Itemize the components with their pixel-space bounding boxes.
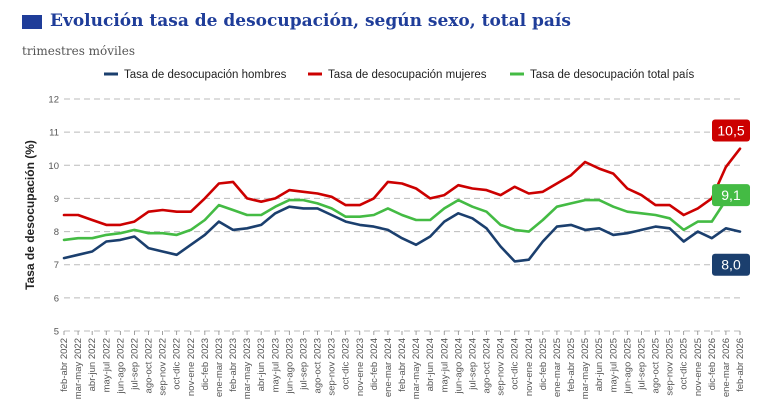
x-tick-label: dic-feb 2023 (200, 338, 211, 390)
y-tick-label: 5 (54, 327, 59, 338)
x-axis-ticks: feb-abr 2022 mar-may 2022 abr-jun 2022 may-… (59, 331, 746, 399)
x-tick-label: oct-dic 2025 (679, 338, 690, 390)
x-tick-label: jul-sep 2024 (467, 338, 478, 391)
chart-title: Evolución tasa de desocupación, según se… (50, 11, 571, 31)
y-tick-label: 12 (48, 95, 59, 106)
x-tick-label: nov-ene 2024 (524, 338, 535, 396)
x-tick-label: mar-may 2025 (580, 338, 591, 399)
y-tick-label: 11 (49, 128, 59, 139)
x-tick-label: oct-dic 2024 (510, 338, 521, 390)
series-lines (62, 147, 742, 263)
x-tick-label: mar-may 2023 (242, 338, 253, 399)
chart-subtitle: trimestres móviles (22, 44, 135, 58)
end-label-box-2 (712, 184, 750, 207)
x-tick-label: abr-jun 2024 (425, 338, 436, 391)
x-tick-label: feb-abr 2023 (228, 338, 239, 392)
x-tick-label: ago-oct 2025 (651, 338, 662, 393)
x-tick-label: jun-ago 2024 (453, 338, 464, 394)
series-line-0 (62, 205, 742, 263)
end-label-1: 10,5 (717, 122, 744, 138)
y-tick-label: 8 (54, 227, 59, 238)
legend-item-1: Tasa de desocupación mujeres (328, 69, 487, 81)
x-tick-label: jul-sep 2025 (636, 338, 647, 391)
series-line-2 (62, 193, 742, 242)
x-tick-label: dic-feb 2026 (707, 338, 718, 390)
x-tick-label: feb-abr 2024 (397, 338, 408, 392)
legend-item-2: Tasa de desocupación total país (530, 69, 695, 81)
x-tick-label: feb-abr 2026 (735, 338, 746, 392)
y-tick-label: 10 (48, 161, 59, 172)
x-tick-label: ene-mar 2026 (721, 338, 732, 397)
end-label-box-0 (712, 253, 750, 276)
x-tick-label: may-jul 2025 (608, 338, 619, 392)
y-tick-label: 6 (54, 293, 59, 304)
x-tick-label: ago-oct 2022 (144, 338, 155, 393)
x-tick-label: jul-sep 2023 (298, 338, 309, 391)
y-axis-ticks: 5 6 7 8 9 10 11 12 (48, 95, 59, 338)
legend: Tasa de desocupación hombres Tasa de deso… (104, 69, 695, 81)
x-tick-label: ago-oct 2024 (482, 338, 493, 393)
x-tick-label: jun-ago 2023 (284, 338, 295, 394)
series-line-1 (62, 147, 742, 227)
x-tick-label: abr-jun 2023 (256, 338, 267, 391)
x-tick-label: may-jul 2023 (270, 338, 281, 392)
x-tick-label: ene-mar 2025 (552, 338, 563, 397)
x-tick-label: mar-may 2024 (411, 338, 422, 399)
x-tick-label: abr-jun 2022 (87, 338, 98, 391)
x-tick-label: oct-dic 2022 (172, 338, 183, 390)
x-tick-label: may-jul 2022 (101, 338, 112, 392)
y-tick-label: 9 (54, 194, 59, 205)
end-label-box-1 (712, 119, 750, 142)
x-tick-label: dic-feb 2024 (369, 338, 380, 390)
x-tick-label: sep-nov 2022 (158, 338, 169, 396)
x-tick-label: jul-sep 2022 (129, 338, 140, 391)
x-tick-label: mar-may 2022 (73, 338, 84, 399)
x-tick-label: jun-ago 2022 (115, 338, 126, 394)
x-tick-label: oct-dic 2023 (341, 338, 352, 390)
x-tick-label: ene-mar 2024 (383, 338, 394, 397)
end-labels: 8,0 10,5 9,1 (712, 119, 750, 276)
end-label-2: 9,1 (721, 187, 741, 203)
x-tick-label: dic-feb 2025 (538, 338, 549, 390)
x-tick-label: feb-abr 2022 (59, 338, 70, 392)
x-tick-label: nov-ene 2022 (186, 338, 197, 396)
x-tick-label: feb-abr 2025 (566, 338, 577, 392)
title-square-icon (22, 15, 42, 29)
end-label-0: 8,0 (721, 257, 741, 273)
x-tick-label: may-jul 2024 (439, 338, 450, 392)
x-tick-label: nov-ene 2025 (693, 338, 704, 396)
y-axis-label: Tasa de desocupación (%) (23, 140, 37, 290)
x-tick-label: sep-nov 2024 (496, 338, 507, 396)
y-tick-label: 7 (54, 260, 59, 271)
x-tick-label: abr-jun 2025 (594, 338, 605, 391)
x-tick-label: ago-oct 2023 (313, 338, 324, 393)
legend-item-0: Tasa de desocupación hombres (124, 69, 287, 81)
x-tick-label: jun-ago 2025 (622, 338, 633, 394)
x-tick-label: sep-nov 2023 (327, 338, 338, 396)
x-tick-label: sep-nov 2025 (665, 338, 676, 396)
x-tick-label: nov-ene 2023 (355, 338, 366, 396)
x-tick-label: ene-mar 2023 (214, 338, 225, 397)
